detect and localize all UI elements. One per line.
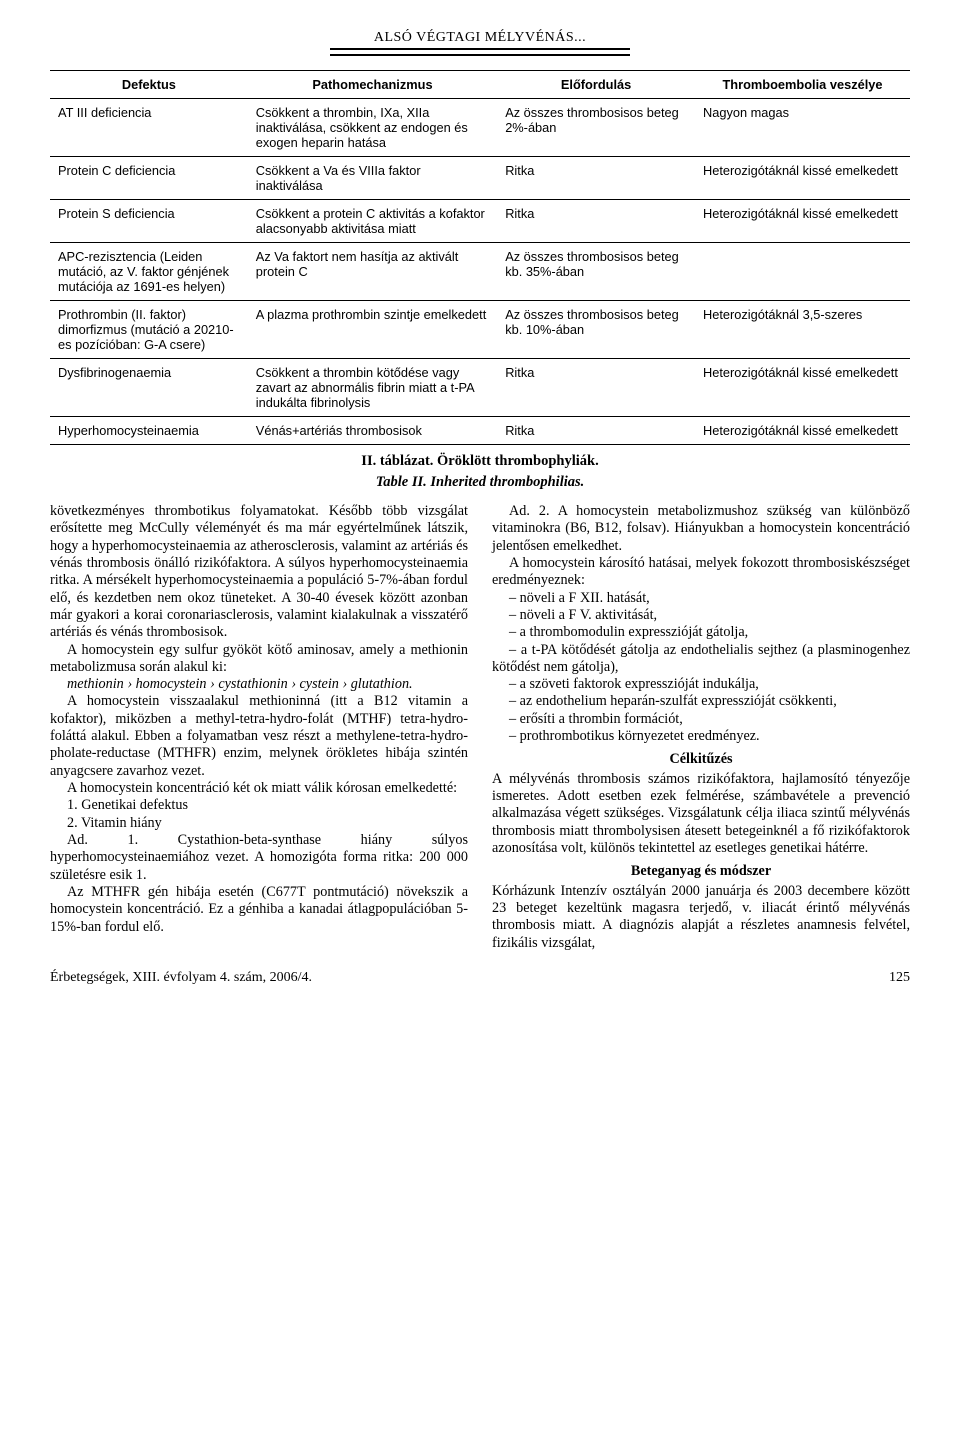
table-cell: Ritka xyxy=(497,359,695,417)
table-cell xyxy=(695,243,910,301)
table-cell: Heterozigótáknál kissé emelkedett xyxy=(695,157,910,200)
table-row: Protein C deficienciaCsökkent a Va és VI… xyxy=(50,157,910,200)
body-columns: következményes thrombotikus folyamatokat… xyxy=(50,503,910,952)
bullet-item: – az endothelium heparán-szulfát express… xyxy=(492,693,910,710)
header-rule xyxy=(330,48,630,56)
bullet-item: – erősíti a thrombin formációt, xyxy=(492,711,910,728)
body-paragraph: Az MTHFR gén hibája esetén (C677T pontmu… xyxy=(50,884,468,936)
table-row: Protein S deficienciaCsökkent a protein … xyxy=(50,200,910,243)
body-paragraph: Kórházunk Intenzív osztályán 2000 január… xyxy=(492,883,910,952)
body-paragraph: következményes thrombotikus folyamatokat… xyxy=(50,503,468,642)
table-cell: Protein C deficiencia xyxy=(50,157,248,200)
list-item: 1. Genetikai defektus xyxy=(50,797,468,814)
body-paragraph: Ad. 2. A homocystein metabolizmushoz szü… xyxy=(492,503,910,555)
table-cell: Ritka xyxy=(497,417,695,445)
bullet-item: – növeli a F XII. hatását, xyxy=(492,590,910,607)
table-cell: A plazma prothrombin szintje emelkedett xyxy=(248,301,497,359)
body-paragraph: A homocystein visszaalakul methioninná (… xyxy=(50,693,468,780)
table-cell: Protein S deficiencia xyxy=(50,200,248,243)
body-paragraph: A homocystein egy sulfur gyököt kötő ami… xyxy=(50,642,468,677)
table-caption-hu: II. táblázat. Öröklött thrombophyliák. xyxy=(50,453,910,470)
body-paragraph: A homocystein koncentráció két ok miatt … xyxy=(50,780,468,797)
table-row: AT III deficienciaCsökkent a thrombin, I… xyxy=(50,99,910,157)
table-caption-en: Table II. Inherited thrombophilias. xyxy=(50,474,910,491)
table-cell: AT III deficiencia xyxy=(50,99,248,157)
table-cell: APC-rezisztencia (Leiden mutáció, az V. … xyxy=(50,243,248,301)
table-cell: Heterozigótáknál kissé emelkedett xyxy=(695,359,910,417)
body-paragraph: A mélyvénás thrombosis számos rizikófakt… xyxy=(492,771,910,858)
table-cell: Vénás+artériás thrombosisok xyxy=(248,417,497,445)
thrombophilia-table: Defektus Pathomechanizmus Előfordulás Th… xyxy=(50,70,910,445)
table-cell: Heterozigótáknál kissé emelkedett xyxy=(695,200,910,243)
footer-right: 125 xyxy=(889,970,910,986)
table-cell: Heterozigótáknál kissé emelkedett xyxy=(695,417,910,445)
table-cell: Csökkent a thrombin kötődése vagy zavart… xyxy=(248,359,497,417)
body-paragraph: methionin › homocystein › cystathionin ›… xyxy=(50,676,468,693)
table-row: APC-rezisztencia (Leiden mutáció, az V. … xyxy=(50,243,910,301)
table-cell: Nagyon magas xyxy=(695,99,910,157)
table-cell: Hyperhomocysteinaemia xyxy=(50,417,248,445)
section-heading: Beteganyag és módszer xyxy=(492,863,910,880)
table-cell: Dysfibrinogenaemia xyxy=(50,359,248,417)
table-cell: Az Va faktort nem hasítja az aktivált pr… xyxy=(248,243,497,301)
running-head: ALSÓ VÉGTAGI MÉLYVÉNÁS... xyxy=(50,30,910,46)
bullet-item: – a t-PA kötődését gátolja az endothelia… xyxy=(492,642,910,677)
table-cell: Ritka xyxy=(497,157,695,200)
col-header: Pathomechanizmus xyxy=(248,71,497,99)
bullet-item: – növeli a F V. aktivitását, xyxy=(492,607,910,624)
table-cell: Heterozigótáknál 3,5-szeres xyxy=(695,301,910,359)
bullet-item: – prothrombotikus környezetet eredményez… xyxy=(492,728,910,745)
list-item: 2. Vitamin hiány xyxy=(50,815,468,832)
table-cell: Csökkent a Va és VIIIa faktor inaktiválá… xyxy=(248,157,497,200)
table-cell: Az összes thrombosisos beteg 2%-ában xyxy=(497,99,695,157)
table-cell: Az összes thrombosisos beteg kb. 10%-ába… xyxy=(497,301,695,359)
table-row: HyperhomocysteinaemiaVénás+artériás thro… xyxy=(50,417,910,445)
col-header: Előfordulás xyxy=(497,71,695,99)
page-footer: Érbetegségek, XIII. évfolyam 4. szám, 20… xyxy=(50,970,910,986)
table-cell: Prothrombin (II. faktor) dimorfizmus (mu… xyxy=(50,301,248,359)
table-cell: Csökkent a protein C aktivitás a kofakto… xyxy=(248,200,497,243)
section-heading: Célkitűzés xyxy=(492,751,910,768)
col-header: Thromboembolia veszélye xyxy=(695,71,910,99)
table-row: DysfibrinogenaemiaCsökkent a thrombin kö… xyxy=(50,359,910,417)
bullet-item: – a thrombomodulin expresszióját gátolja… xyxy=(492,624,910,641)
table-cell: Ritka xyxy=(497,200,695,243)
table-row: Prothrombin (II. faktor) dimorfizmus (mu… xyxy=(50,301,910,359)
col-header: Defektus xyxy=(50,71,248,99)
body-paragraph: Ad. 1. Cystathion-beta-synthase hiány sú… xyxy=(50,832,468,884)
table-cell: Csökkent a thrombin, IXa, XIIa inaktivál… xyxy=(248,99,497,157)
table-cell: Az összes thrombosisos beteg kb. 35%-ába… xyxy=(497,243,695,301)
bullet-item: – a szöveti faktorok expresszióját induk… xyxy=(492,676,910,693)
footer-left: Érbetegségek, XIII. évfolyam 4. szám, 20… xyxy=(50,970,312,986)
body-paragraph: A homocystein károsító hatásai, melyek f… xyxy=(492,555,910,590)
